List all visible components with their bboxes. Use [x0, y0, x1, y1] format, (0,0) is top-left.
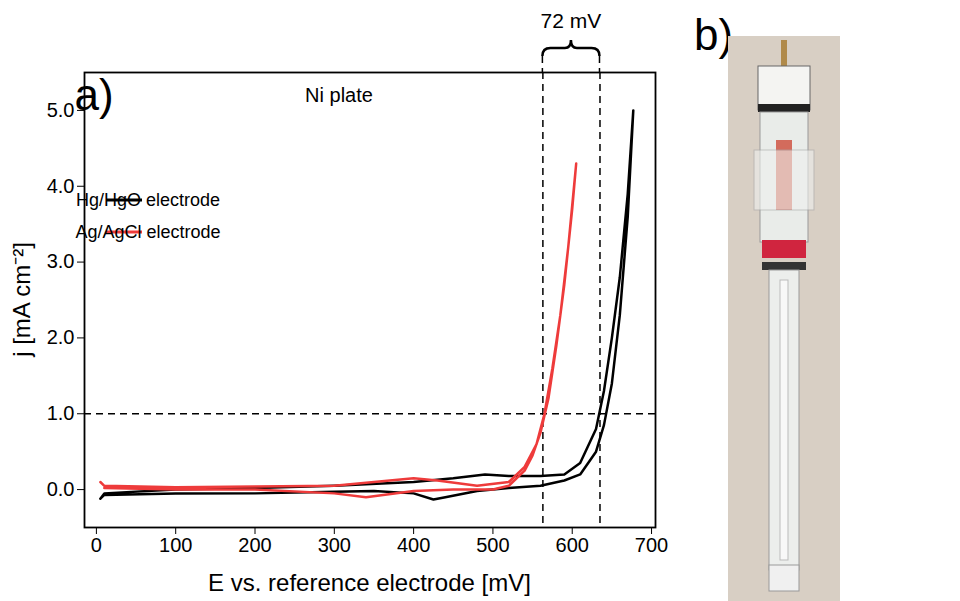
svg-text:b): b): [694, 10, 733, 59]
svg-text:200: 200: [238, 534, 271, 556]
svg-text:500: 500: [476, 534, 509, 556]
svg-text:j [mA cm⁻²]: j [mA cm⁻²]: [8, 242, 35, 358]
svg-text:5.0: 5.0: [47, 99, 75, 121]
svg-text:0.0: 0.0: [47, 478, 75, 500]
svg-text:E vs. reference electrode [mV]: E vs. reference electrode [mV]: [208, 569, 531, 596]
svg-text:1.0: 1.0: [47, 402, 75, 424]
svg-text:400: 400: [397, 534, 430, 556]
svg-text:Ag/AgCl electrode: Ag/AgCl electrode: [75, 222, 220, 242]
svg-text:0: 0: [91, 534, 102, 556]
svg-text:3.0: 3.0: [47, 250, 75, 272]
svg-text:2.0: 2.0: [47, 326, 75, 348]
svg-text:100: 100: [159, 534, 192, 556]
svg-text:600: 600: [556, 534, 589, 556]
svg-text:Ni plate: Ni plate: [305, 84, 373, 106]
svg-text:72 mV: 72 mV: [541, 9, 602, 32]
svg-text:a): a): [74, 70, 113, 119]
svg-text:300: 300: [318, 534, 351, 556]
svg-text:4.0: 4.0: [47, 175, 75, 197]
svg-text:700: 700: [635, 534, 668, 556]
svg-text:Hg/HgO electrode: Hg/HgO electrode: [76, 190, 220, 210]
